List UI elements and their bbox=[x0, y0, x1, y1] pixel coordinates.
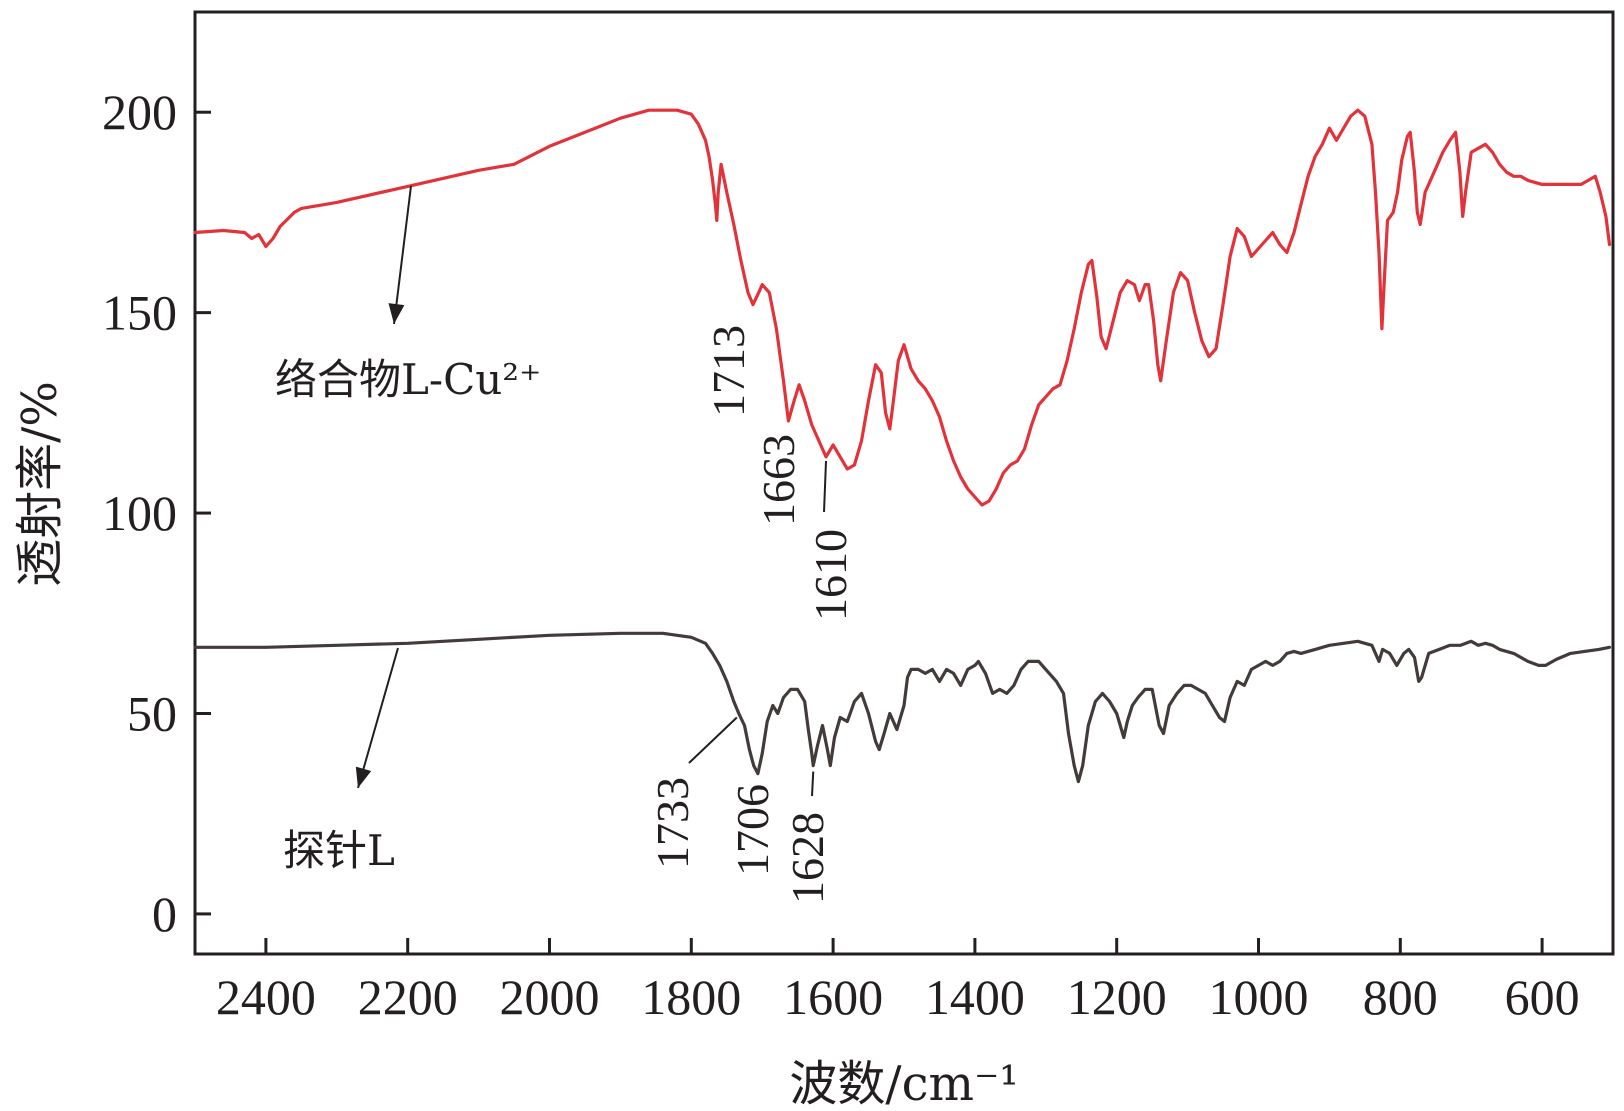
label-arrow-complex-head bbox=[388, 303, 405, 324]
y-tick-label: 100 bbox=[102, 485, 177, 541]
x-tick-label: 1200 bbox=[1067, 969, 1167, 1025]
x-tick-label: 1800 bbox=[641, 969, 741, 1025]
series-line-probe bbox=[193, 631, 1612, 784]
label-arrow-complex bbox=[393, 185, 412, 325]
series-line-complex bbox=[193, 108, 1612, 507]
peak-label-1733: 1733 bbox=[647, 777, 698, 869]
label-arrow-probe bbox=[357, 647, 399, 789]
y-tick-label: 0 bbox=[152, 886, 177, 942]
y-axis-title: 透射率/% bbox=[12, 381, 68, 587]
peak-label-1628: 1628 bbox=[782, 812, 833, 904]
label-arrow-probe-head bbox=[355, 766, 372, 788]
x-tick-label: 1600 bbox=[783, 969, 883, 1025]
y-tick-label: 200 bbox=[102, 84, 177, 140]
peak-label-1706: 1706 bbox=[727, 784, 778, 876]
y-tick-label: 50 bbox=[127, 685, 177, 741]
peak-label-1610: 1610 bbox=[805, 529, 856, 621]
peak-label-1663: 1663 bbox=[753, 434, 804, 526]
x-tick-label: 600 bbox=[1505, 969, 1580, 1025]
x-tick-label: 2000 bbox=[500, 969, 600, 1025]
series-label-probe: 探针L bbox=[283, 826, 395, 875]
x-tick-label: 2200 bbox=[358, 969, 458, 1025]
series-label-complex: 络合物L-Cu²⁺ bbox=[275, 355, 541, 404]
y-axis: 0 50 100 150 200 bbox=[102, 84, 211, 942]
peak-leader-1733 bbox=[688, 716, 738, 764]
peak-leader-1628 bbox=[811, 771, 815, 797]
x-tick-label: 2400 bbox=[216, 969, 316, 1025]
plot-frame bbox=[193, 10, 1615, 956]
series-lines bbox=[193, 108, 1612, 784]
x-tick-label: 1000 bbox=[1209, 969, 1309, 1025]
peak-leader-1610 bbox=[823, 460, 828, 513]
x-axis: 2400 2200 2000 1800 1600 1400 1200 1000 800 600 bbox=[216, 938, 1580, 1025]
peak-label-1713: 1713 bbox=[703, 325, 754, 417]
x-tick-label: 800 bbox=[1363, 969, 1438, 1025]
y-tick-label: 150 bbox=[102, 285, 177, 341]
x-tick-label: 1400 bbox=[925, 969, 1025, 1025]
x-axis-title: 波数/cm⁻¹ bbox=[789, 1056, 1018, 1111]
callouts bbox=[355, 185, 828, 797]
